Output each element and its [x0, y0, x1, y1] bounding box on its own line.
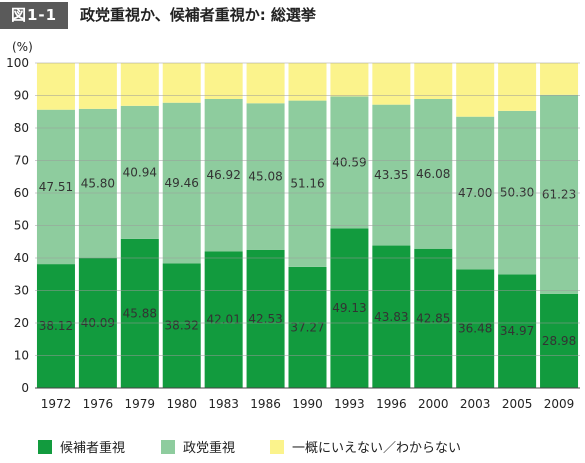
bar-segment	[204, 63, 243, 99]
bar-segment	[36, 109, 75, 265]
y-tick-label: 30	[14, 284, 29, 298]
data-label: 42.85	[416, 311, 450, 325]
legend-label-undecided: 一概にいえない／わからない	[292, 441, 462, 456]
bar-segment	[498, 110, 537, 275]
data-label: 36.48	[458, 322, 492, 336]
x-tick-label: 1972	[41, 397, 72, 411]
data-label: 40.59	[332, 155, 366, 169]
legend-swatch-party	[161, 440, 175, 454]
bar-segment	[498, 63, 537, 111]
figure-label: 図1-1	[0, 2, 68, 29]
bar-segment	[414, 63, 453, 99]
y-tick-label: 20	[14, 316, 29, 330]
bar-segment	[204, 251, 243, 388]
data-label: 46.08	[416, 167, 450, 181]
y-tick-label: 100	[6, 56, 29, 70]
y-tick-label: 50	[14, 219, 29, 233]
legend-item-candidate: 候補者重視	[38, 440, 125, 458]
data-label: 45.80	[81, 176, 115, 190]
x-tick-label: 2000	[418, 397, 449, 411]
y-axis-unit: (%)	[12, 40, 33, 54]
y-tick-label: 10	[14, 349, 29, 363]
bar-segment	[120, 63, 159, 106]
legend-swatch-undecided	[270, 440, 284, 454]
x-tick-label: 1980	[166, 397, 197, 411]
data-label: 28.98	[542, 334, 576, 348]
bar-segment	[372, 245, 411, 388]
chart-title: 政党重視か、候補者重視か: 総選挙	[80, 6, 316, 24]
y-tick-label: 90	[14, 89, 29, 103]
bar-segment	[120, 238, 159, 388]
x-tick-label: 1996	[376, 397, 407, 411]
bar-segment	[162, 102, 201, 264]
bar-segment	[204, 98, 243, 252]
bar-segment	[540, 63, 579, 95]
data-label: 34.97	[500, 324, 534, 338]
bar-segment	[162, 263, 201, 388]
x-tick-label: 1983	[208, 397, 239, 411]
bar-segment	[330, 96, 369, 229]
data-label: 42.01	[206, 313, 240, 327]
data-label: 50.30	[500, 186, 534, 200]
bar-segment	[78, 108, 117, 258]
bar-segment	[78, 63, 117, 109]
legend-label-party: 政党重視	[183, 441, 236, 456]
bar-segment	[246, 63, 285, 104]
bar-segment	[330, 63, 369, 97]
bar-segment	[288, 100, 327, 267]
data-label: 49.46	[165, 176, 199, 190]
data-label: 61.23	[542, 187, 576, 201]
legend-item-party: 政党重視	[161, 440, 235, 458]
data-label: 42.53	[248, 312, 282, 326]
x-tick-label: 2005	[502, 397, 533, 411]
bar-segment	[540, 293, 579, 388]
legend-swatch-candidate	[38, 440, 52, 454]
bar-segment	[456, 269, 495, 388]
data-label: 46.92	[206, 168, 240, 182]
bar-segment	[372, 63, 411, 105]
x-tick-label: 1990	[292, 397, 323, 411]
bar-segment	[246, 249, 285, 388]
bar-segment	[36, 63, 75, 110]
x-tick-label: 1979	[125, 397, 156, 411]
y-tick-label: 0	[21, 381, 29, 395]
data-label: 51.16	[290, 177, 324, 191]
data-label: 43.35	[374, 168, 408, 182]
bar-segment	[162, 63, 201, 103]
x-tick-label: 1986	[250, 397, 281, 411]
bar-segment	[288, 266, 327, 388]
bar-segment	[330, 228, 369, 388]
data-label: 37.27	[290, 320, 324, 334]
data-label: 49.13	[332, 301, 366, 315]
x-tick-label: 1993	[334, 397, 365, 411]
x-tick-label: 2003	[460, 397, 491, 411]
y-tick-label: 70	[14, 154, 29, 168]
bar-segment	[498, 274, 537, 388]
bar-segment	[414, 248, 453, 388]
data-label: 43.83	[374, 310, 408, 324]
data-label: 45.88	[123, 306, 157, 320]
bar-segment	[414, 98, 453, 249]
data-label: 45.08	[248, 170, 282, 184]
y-tick-label: 60	[14, 186, 29, 200]
data-label: 47.51	[39, 180, 73, 194]
y-tick-label: 40	[14, 251, 29, 265]
x-tick-label: 1976	[83, 397, 114, 411]
bar-segment	[456, 63, 495, 117]
chart-header: 図1-1 政党重視か、候補者重視か: 総選挙	[0, 0, 585, 32]
y-tick-label: 80	[14, 121, 29, 135]
data-label: 38.12	[39, 319, 73, 333]
legend-label-candidate: 候補者重視	[60, 441, 126, 456]
data-label: 40.94	[123, 165, 157, 179]
bar-segment	[288, 63, 327, 101]
legend-item-undecided: 一概にいえない／わからない	[270, 440, 461, 458]
data-label: 38.32	[165, 319, 199, 333]
x-tick-label: 2009	[544, 397, 575, 411]
bar-segment	[36, 264, 75, 388]
